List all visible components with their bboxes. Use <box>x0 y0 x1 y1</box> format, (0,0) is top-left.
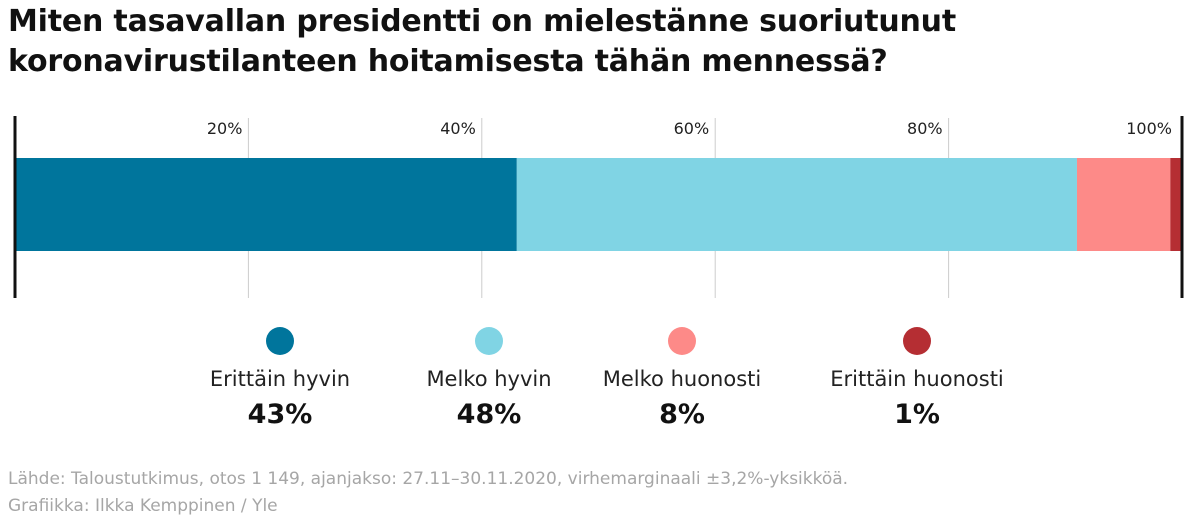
footer: Lähde: Taloustutkimus, otos 1 149, ajanj… <box>8 466 848 520</box>
bar-layer <box>15 158 1182 251</box>
chart-title-line-2: koronavirustilanteen hoitamisesta tähän … <box>8 44 888 79</box>
legend-value-4: 1% <box>894 399 940 430</box>
axis-layer <box>13 116 1184 298</box>
legend-label-3: Melko huonosti <box>603 367 761 391</box>
legend-swatch-4 <box>903 327 931 355</box>
chart-title: Miten tasavallan presidentti on mielestä… <box>8 2 1188 82</box>
tick-label-80: 80% <box>907 119 943 138</box>
legend-label-1: Erittäin hyvin <box>210 367 350 391</box>
tick-label-100: 100% <box>1126 119 1172 138</box>
tick-label-60: 60% <box>674 119 710 138</box>
legend-label-4: Erittäin huonosti <box>830 367 1004 391</box>
bar-segment-3 <box>1076 158 1171 251</box>
legend-value-1: 43% <box>248 399 313 430</box>
credit-note: Grafiikka: Ilkka Kemppinen / Yle <box>8 496 278 516</box>
legend-value-3: 8% <box>659 399 705 430</box>
legend: Erittäin hyvin 43% Melko hyvin 48% Melko huo… <box>210 327 1004 430</box>
bar-segment-2 <box>516 158 1077 251</box>
tick-label-40: 40% <box>440 119 476 138</box>
legend-value-2: 48% <box>457 399 522 430</box>
bar-segment-1 <box>15 158 517 251</box>
tick-label-layer: 20% 40% 60% 80% 100% <box>207 119 1172 138</box>
legend-swatch-3 <box>668 327 696 355</box>
tick-label-20: 20% <box>207 119 243 138</box>
legend-label-2: Melko hyvin <box>426 367 551 391</box>
legend-swatch-2 <box>475 327 503 355</box>
source-note: Lähde: Taloustutkimus, otos 1 149, ajanj… <box>8 469 849 489</box>
bar-segment-4 <box>1170 158 1182 251</box>
legend-swatch-1 <box>266 327 294 355</box>
chart-title-line-1: Miten tasavallan presidentti on mielestä… <box>8 4 956 39</box>
